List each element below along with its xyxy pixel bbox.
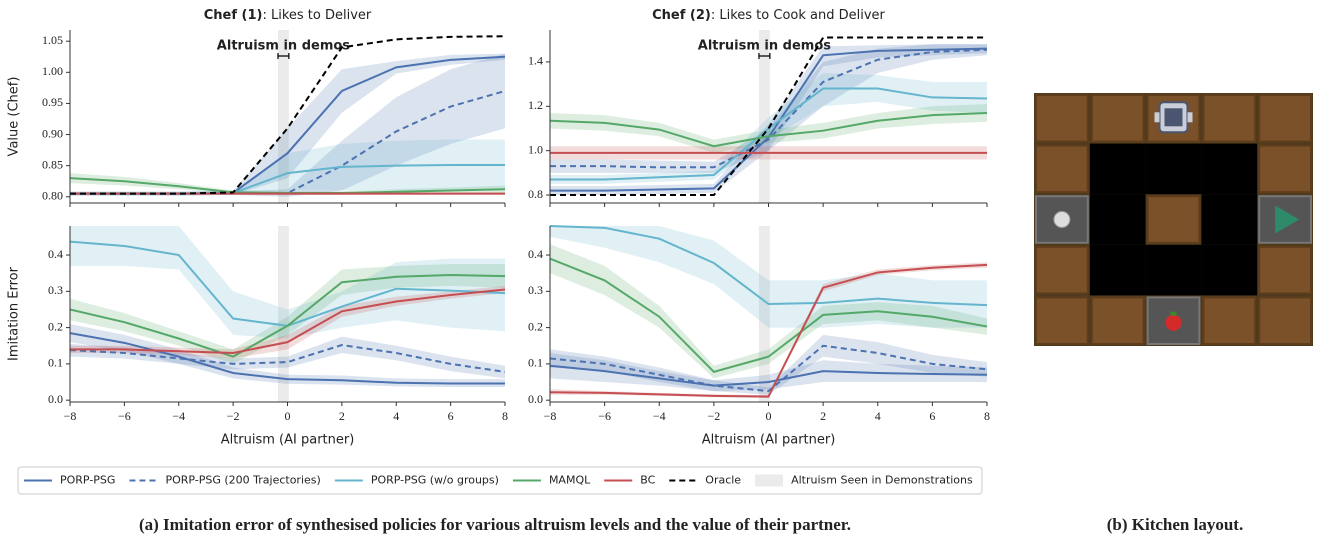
y-tick-label: 1.2 — [528, 98, 543, 112]
y-axis-label: Value (Chef) — [7, 77, 22, 157]
x-tick-label: −8 — [64, 409, 77, 423]
caption: (a) Imitation error of synthesised polic… — [139, 515, 851, 534]
counter — [1092, 297, 1144, 344]
counter — [1259, 146, 1311, 193]
tomato — [1166, 315, 1182, 331]
counter — [1259, 247, 1311, 294]
x-tick-label: 0 — [285, 409, 291, 423]
y-tick-label: 1.0 — [528, 142, 543, 156]
subplot: Altruism in demos 0.80 0.85 0.90 0.95 1.00 1.0… — [7, 8, 506, 208]
pot-handle — [1188, 112, 1193, 122]
floor — [1090, 245, 1146, 296]
legend-label: Altruism Seen in Demonstrations — [791, 474, 973, 487]
x-tick-label: −4 — [653, 409, 666, 423]
counter — [1259, 297, 1311, 344]
title-rest: : Likes to Cook and Deliver — [711, 8, 886, 23]
y-tick-label: 1.00 — [42, 64, 63, 78]
legend-swatch — [755, 475, 783, 487]
x-tick-label: 8 — [984, 409, 990, 423]
y-tick-label: 0.4 — [528, 247, 543, 261]
y-tick-label: 0.4 — [48, 247, 63, 261]
y-tick-label: 1.4 — [528, 54, 543, 68]
counter — [1203, 297, 1255, 344]
x-tick-label: −6 — [118, 409, 131, 423]
y-axis-label: Imitation Error — [7, 266, 22, 361]
floor — [1201, 245, 1257, 296]
x-tick-label: −2 — [707, 409, 720, 423]
x-tick-label: 6 — [448, 409, 454, 423]
title-rest: : Likes to Deliver — [262, 8, 371, 23]
y-tick-label: 0.80 — [42, 189, 63, 203]
kitchen-layout — [1034, 93, 1313, 346]
y-tick-label: 1.05 — [42, 33, 63, 47]
dish — [1054, 212, 1070, 228]
y-tick-label: 0.0 — [48, 392, 63, 406]
y-tick-label: 0.90 — [42, 126, 63, 140]
x-tick-label: 2 — [339, 409, 345, 423]
floor — [1090, 194, 1146, 245]
x-tick-label: −4 — [172, 409, 185, 423]
title-bold: Chef (2) — [652, 8, 711, 23]
legend-label: PORP-PSG (200 Trajectories) — [165, 474, 320, 487]
x-axis-label: Altruism (AI partner) — [702, 433, 836, 448]
y-tick-label: 0.2 — [528, 319, 543, 333]
y-tick-label: 0.85 — [42, 157, 63, 171]
subplot-title: Chef (1): Likes to Deliver — [204, 8, 372, 23]
y-tick-label: 0.3 — [48, 283, 63, 297]
y-tick-label: 0.8 — [528, 187, 543, 201]
legend: PORP-PSG PORP-PSG (200 Trajectories) PORP-… — [24, 474, 973, 487]
x-tick-label: 8 — [502, 409, 508, 423]
y-tick-label: 0.1 — [48, 356, 63, 370]
pot-inside — [1165, 108, 1183, 126]
floor — [1201, 194, 1257, 245]
tomato-leaf — [1171, 312, 1177, 316]
counter — [1259, 95, 1311, 142]
figure: (a) Imitation error of synthesised polic… — [0, 0, 1317, 542]
y-tick-label: 0.0 — [528, 392, 543, 406]
legend-label: Oracle — [705, 474, 741, 487]
x-axis-label: Altruism (AI partner) — [221, 433, 355, 448]
legend-label: BC — [640, 474, 655, 487]
subplot: 0.0 0.1 0.2 0.3 0.4 −8 −6 −4 −2 0 2 4 6 8 Imitation Er… — [7, 226, 509, 448]
counter — [1203, 95, 1255, 142]
x-tick-label: −8 — [544, 409, 557, 423]
annotation: Altruism in demos — [217, 39, 350, 54]
legend-label: PORP-PSG (w/o groups) — [371, 474, 499, 487]
x-tick-label: −6 — [598, 409, 611, 423]
title-bold: Chef (1) — [204, 8, 263, 23]
counter — [1036, 146, 1088, 193]
counter — [1036, 95, 1088, 142]
floor — [1201, 144, 1257, 195]
kitchen-caption: (b) Kitchen layout. — [1107, 515, 1243, 534]
y-tick-label: 0.2 — [48, 319, 63, 333]
x-tick-label: 2 — [820, 409, 826, 423]
x-tick-label: −2 — [227, 409, 240, 423]
counter — [1148, 196, 1200, 243]
y-tick-label: 0.95 — [42, 95, 63, 109]
x-tick-label: 4 — [393, 409, 399, 423]
counter — [1036, 297, 1088, 344]
x-tick-label: 4 — [875, 409, 881, 423]
counter — [1092, 95, 1144, 142]
annotation: Altruism in demos — [698, 39, 831, 54]
pot-handle — [1155, 112, 1160, 122]
x-tick-label: 0 — [766, 409, 772, 423]
floor — [1146, 144, 1202, 195]
legend-label: MAMQL — [549, 474, 591, 487]
counter — [1036, 247, 1088, 294]
subplot: 0.0 0.1 0.2 0.3 0.4 −8 −6 −4 −2 0 2 4 6 8 Altruism (AI… — [528, 226, 990, 448]
floor — [1146, 245, 1202, 296]
subplot-title: Chef (2): Likes to Cook and Deliver — [652, 8, 885, 23]
legend-label: PORP-PSG — [60, 474, 115, 487]
y-tick-label: 0.3 — [528, 283, 543, 297]
x-tick-label: 6 — [929, 409, 935, 423]
subplot: Altruism in demos 0.8 1.0 1.2 1.4 Chef (2): L… — [528, 8, 987, 208]
y-tick-label: 0.1 — [528, 356, 543, 370]
floor — [1090, 144, 1146, 195]
